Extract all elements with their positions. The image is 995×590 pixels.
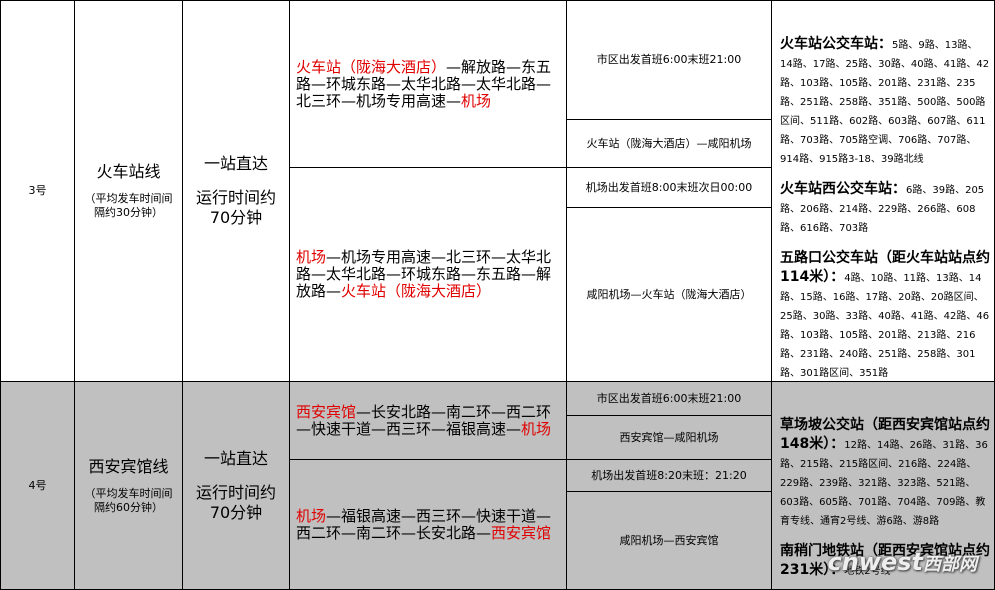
- schedule-text: 机场出发首班8:20末班：21:20: [591, 468, 747, 482]
- route-cell: 机场—机场专用高速—北三环—太华北路—太华北路—环城东路—东五路—解放路—火车站…: [290, 168, 567, 382]
- stop-heading: 南稍门地铁站（距西安宾馆站点约231米）：: [780, 543, 990, 578]
- stop-heading: 火车站西公交车站：: [780, 181, 906, 197]
- stop-lines: 6路、39路、205路、206路、214路、229路、266路、608路、616…: [780, 185, 985, 234]
- stop-block: 火车站公交车站：5路、9路、13路、14路、17路、25路、30路、40路、41…: [780, 33, 990, 166]
- service-cell: 一站直达运行时间约70分钟: [183, 382, 290, 590]
- route-segment: 机场: [296, 506, 327, 525]
- schedule-cell: 市区出发首班6:00末班21:00: [567, 382, 772, 416]
- watermark-brand: cnwest: [827, 548, 923, 576]
- route-segment: 火车站（陇海大酒店）: [341, 282, 492, 300]
- schedule-text: 咸阳机场—西安宾馆: [619, 533, 719, 547]
- service-type: 一站直达: [203, 154, 268, 173]
- watermark: cnwest西部网: [827, 548, 977, 576]
- line-note: （平均发车时间间隔约30分钟）: [84, 192, 173, 219]
- route-text: 机场—福银高速—西三环—快速干道—西二环—南二环—长安北路—西安宾馆: [296, 506, 560, 542]
- stops-cell: 火车站公交车站：5路、9路、13路、14路、17路、25路、30路、40路、41…: [772, 0, 995, 382]
- service-duration: 运行时间约70分钟: [195, 482, 276, 522]
- route-cell: 火车站（陇海大酒店）—解放路—东五路—环城东路—太华北路—太华北路—北三环—机场…: [290, 0, 567, 168]
- stop-block: 南稍门地铁站（距西安宾馆站点约231米）：地铁2号线: [780, 540, 990, 578]
- route-text: 西安宾馆—长安北路—南二环—西二环—快速干道—西三环—福银高速—机场: [296, 402, 560, 438]
- route-cell: 机场—福银高速—西三环—快速干道—西二环—南二环—长安北路—西安宾馆: [290, 460, 567, 590]
- schedule-text: 机场出发首班8:00末班次日00:00: [585, 180, 753, 194]
- schedule-text: 咸阳机场—火车站（陇海大酒店）: [586, 287, 752, 301]
- route-segment: 火车站（陇海大酒店）: [296, 57, 447, 76]
- stop-block: 草场坡公交站（距西安宾馆站点约148米）：12路、14路、26路、31路、36路…: [780, 414, 990, 528]
- schedule-cell: 火车站（陇海大酒店）—咸阳机场: [567, 120, 772, 168]
- stop-lines: 地铁2号线: [844, 566, 891, 577]
- schedule-cell: 西安宾馆—咸阳机场: [567, 416, 772, 460]
- row-number-text: 3号: [28, 184, 47, 197]
- route-segment: —机场专用高速—北三环—太华北路—太华北路—环城东路—东五路—解放路—: [296, 248, 552, 300]
- route-cell: 西安宾馆—长安北路—南二环—西二环—快速干道—西三环—福银高速—机场: [290, 382, 567, 460]
- line-cell: 火车站线 （平均发车时间间隔约30分钟）: [75, 0, 183, 382]
- stop-heading: 火车站公交车站：: [780, 36, 892, 52]
- schedule-cell: 咸阳机场—火车站（陇海大酒店）: [567, 208, 772, 382]
- schedule-text: 市区出发首班6:00末班21:00: [596, 391, 742, 405]
- schedule-cell: 机场出发首班8:20末班：21:20: [567, 460, 772, 492]
- line-note: （平均发车时间间隔约60分钟）: [84, 486, 173, 514]
- line-name: 火车站线: [96, 162, 161, 181]
- route-text: 火车站（陇海大酒店）—解放路—东五路—环城东路—太华北路—太华北路—北三环—机场…: [296, 57, 560, 110]
- route-segment: 西安宾馆: [296, 402, 357, 421]
- route-segment: 西安宾馆: [491, 523, 552, 542]
- route-segment: 机场: [461, 91, 492, 110]
- line-cell: 西安宾馆线 （平均发车时间间隔约60分钟）: [75, 382, 183, 590]
- stop-lines: 12路、14路、26路、31路、36路、215路、215路区间、216路、224…: [780, 440, 988, 527]
- route-segment: 机场: [296, 248, 327, 266]
- row-number: 3号: [0, 0, 75, 382]
- stop-lines: 4路、10路、11路、13路、14路、15路、16路、17路、20路、20路区间…: [780, 273, 990, 379]
- stop-lines: 5路、9路、13路、14路、17路、25路、30路、40路、41路、42路、10…: [780, 40, 990, 165]
- route-segment: —解放路—东五路—环城东路—太华北路—太华北路—北三环—机场专用高速—: [296, 57, 552, 110]
- line-name: 西安宾馆线: [88, 456, 169, 476]
- route-text: 机场—机场专用高速—北三环—太华北路—太华北路—环城东路—东五路—解放路—火车站…: [296, 249, 560, 300]
- schedule-text: 市区出发首班6:00末班21:00: [596, 53, 742, 66]
- route-segment: —福银高速—西三环—快速干道—西二环—南二环—长安北路—: [296, 506, 552, 542]
- stop-block: 五路口公交车站（距火车站站点约114米）：4路、10路、11路、13路、14路、…: [780, 247, 990, 380]
- route-segment: 机场: [521, 419, 552, 438]
- schedule-cell: 机场出发首班8:00末班次日00:00: [567, 168, 772, 208]
- route-segment: —长安北路—南二环—西二环—快速干道—西三环—福银高速—: [296, 402, 552, 438]
- stop-heading: 五路口公交车站（距火车站站点约114米）：: [780, 250, 990, 285]
- service-duration: 运行时间约70分钟: [195, 188, 276, 227]
- schedule-text: 西安宾馆—咸阳机场: [619, 430, 719, 444]
- schedule-text: 火车站（陇海大酒店）—咸阳机场: [586, 136, 752, 150]
- stop-block: 火车站西公交车站：6路、39路、205路、206路、214路、229路、266路…: [780, 178, 990, 235]
- service-type: 一站直达: [203, 448, 268, 468]
- schedule-cell: 市区出发首班6:00末班21:00: [567, 0, 772, 120]
- stops-cell: 草场坡公交站（距西安宾馆站点约148米）：12路、14路、26路、31路、36路…: [772, 382, 995, 590]
- row-number-text: 4号: [28, 478, 47, 492]
- service-cell: 一站直达运行时间约70分钟: [183, 0, 290, 382]
- schedule-cell: 咸阳机场—西安宾馆: [567, 492, 772, 590]
- row-number: 4号: [0, 382, 75, 590]
- watermark-site: 西部网: [923, 554, 977, 575]
- stop-heading: 草场坡公交站（距西安宾馆站点约148米）：: [780, 417, 990, 452]
